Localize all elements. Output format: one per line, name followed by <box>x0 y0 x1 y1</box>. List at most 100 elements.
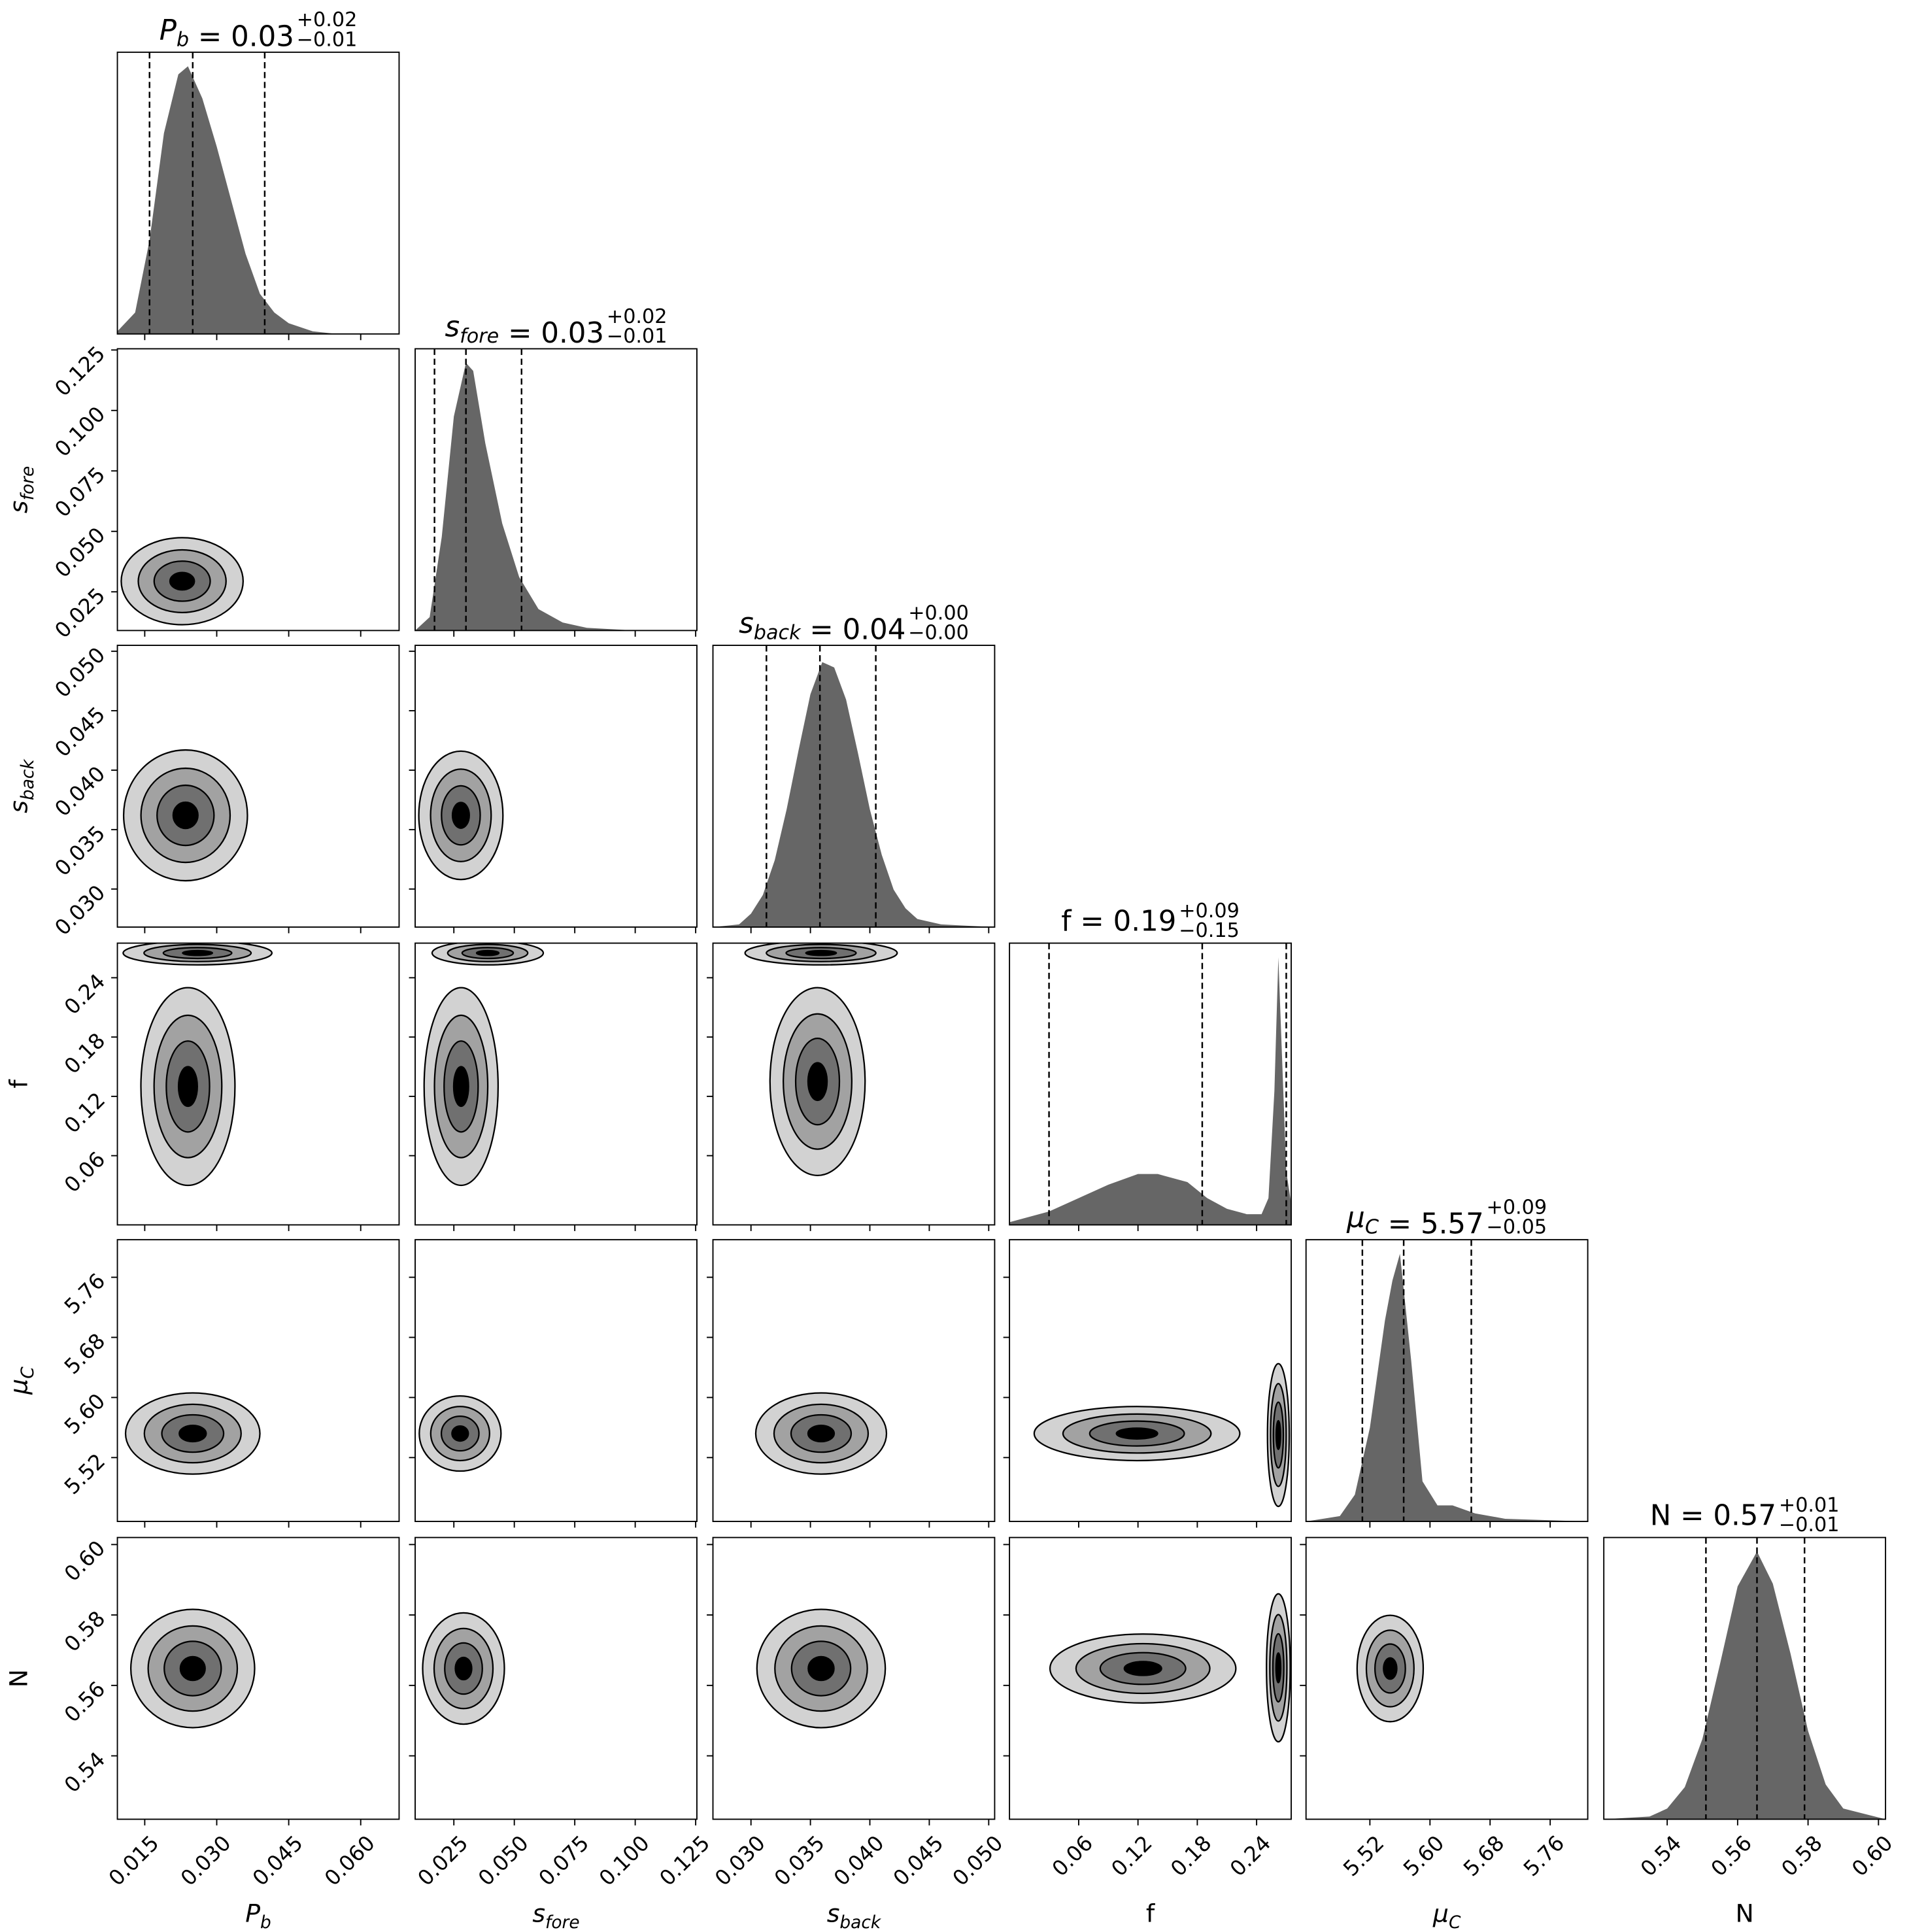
contour-level-4 <box>179 1655 206 1682</box>
plot-area <box>1033 1363 1291 1508</box>
title-value: 0.19 <box>1113 906 1177 938</box>
y-tick-label: 5.68 <box>59 1329 110 1379</box>
x-tick-label: 0.58 <box>1776 1831 1827 1881</box>
y-tick-label: 0.030 <box>50 880 110 940</box>
y-axis-label-N: N <box>5 1669 33 1687</box>
contour-level-4 <box>451 802 470 829</box>
contour-level-4 <box>452 1066 469 1108</box>
x-axis-label-f: f <box>1146 1899 1156 1927</box>
x-tick-label: 0.125 <box>654 1831 715 1891</box>
title-symbol: f <box>1061 906 1072 938</box>
x-axis-label-Pb-subscript: b <box>260 1912 271 1932</box>
plot-area <box>415 348 697 631</box>
contour-level-4 <box>805 949 837 957</box>
x-axis-label-muC: μC <box>1432 1899 1461 1932</box>
y-tick-label: 0.075 <box>50 462 110 522</box>
panel-sfore-vs-N: 0.025 0.050 0.075 0.100 0.125 <box>409 1536 715 1891</box>
x-axis-label-sback-symbol: s <box>827 1899 840 1927</box>
panel-Pb-vs-muC: 5.52 5.60 5.68 5.76 <box>59 1239 400 1528</box>
title-muC: μC = 5.57+0.09−0.05 <box>1346 1196 1547 1240</box>
title-upper-error: +0.01 <box>1779 1494 1840 1517</box>
contour-level-4 <box>1275 1652 1282 1684</box>
x-tick-label: 0.040 <box>829 1831 889 1891</box>
y-axis-label-N-symbol: N <box>5 1669 33 1687</box>
title-symbol: s <box>445 311 460 344</box>
panel-Pb-vs-f: 0.06 0.12 0.18 0.24 <box>59 942 400 1231</box>
contour-level-4 <box>1115 1427 1158 1440</box>
x-axis-label-f-symbol: f <box>1146 1899 1156 1927</box>
plot-area <box>1049 1593 1291 1743</box>
title-f: f = 0.19 +0.09−0.15 <box>1061 900 1240 942</box>
panel-sback-vs-muC <box>707 1239 996 1528</box>
y-tick-label: 0.035 <box>50 821 110 881</box>
x-tick-label: 0.050 <box>948 1831 1008 1891</box>
plot-area <box>418 750 504 881</box>
x-axis-label-sfore: sfore <box>532 1899 579 1932</box>
title-upper-error: +0.00 <box>908 602 969 624</box>
contour-level-4 <box>178 1425 207 1443</box>
plot-area <box>422 1612 505 1725</box>
plot-area <box>754 1392 888 1475</box>
x-axis-label-Pb-symbol: P <box>245 1899 260 1927</box>
title-lower-error: −0.00 <box>908 622 969 645</box>
panel-f-vs-N: 0.06 0.12 0.18 0.24 <box>1003 1536 1292 1881</box>
title-equals: = <box>189 20 231 53</box>
histogram-fill <box>1306 1253 1588 1522</box>
marginal-panel-f: f = 0.19 +0.09−0.15 <box>1009 900 1292 1231</box>
x-axis-label-N: N <box>1736 1899 1754 1927</box>
panel-Pb-vs-N: 0.015 0.030 0.045 0.060 0.54 0.56 0.58 0.60 <box>59 1536 400 1891</box>
panel-frame <box>1009 942 1292 1226</box>
title-lower-error: −0.01 <box>607 325 667 348</box>
panel-frame <box>1603 1536 1887 1820</box>
panel-frame <box>414 348 698 632</box>
marginal-panel-muC: μC = 5.57+0.09−0.05 <box>1305 1196 1589 1528</box>
title-sback: sback = 0.04+0.00−0.00 <box>739 602 969 646</box>
x-tick-label: 0.060 <box>320 1831 380 1891</box>
title-lower-error: −0.05 <box>1487 1216 1547 1239</box>
y-tick-label: 5.76 <box>59 1268 110 1319</box>
title-lower-error: −0.15 <box>1179 919 1240 942</box>
title-symbol: N <box>1650 1500 1672 1533</box>
contour-level-4 <box>172 801 199 830</box>
panel-frame <box>414 1536 698 1820</box>
x-axis-label-sback: sback <box>827 1899 882 1932</box>
x-tick-label: 5.60 <box>1398 1831 1449 1881</box>
plot-area <box>1604 1537 1886 1820</box>
x-tick-label: 0.045 <box>248 1831 308 1891</box>
y-tick-label: 0.040 <box>50 761 110 821</box>
title-equals: = <box>1072 906 1113 938</box>
y-tick-label: 0.050 <box>50 522 110 583</box>
plot-area <box>1009 943 1292 1225</box>
y-tick-label: 5.52 <box>59 1449 110 1499</box>
panel-frame <box>1009 1239 1292 1522</box>
y-tick-label: 0.60 <box>59 1536 110 1586</box>
title-main: Pb = 0.03 <box>160 14 294 53</box>
title-upper-error: +0.02 <box>607 305 667 328</box>
title-equals: = <box>1671 1500 1713 1533</box>
panel-frame <box>116 1239 400 1522</box>
x-tick-label: 0.06 <box>1047 1831 1098 1881</box>
y-axis-label-sback: sback <box>5 758 38 813</box>
marginal-panel-Pb: Pb = 0.03+0.02−0.01 <box>116 8 400 341</box>
panel-f-vs-muC <box>1003 1239 1292 1528</box>
panel-frame <box>712 1239 996 1522</box>
title-main: sback = 0.04 <box>739 607 905 646</box>
histogram-fill <box>713 662 995 927</box>
title-symbol: P <box>160 14 177 47</box>
title-equals: = <box>1379 1208 1421 1241</box>
y-tick-label: 0.025 <box>50 583 110 643</box>
panel-frame <box>116 1536 400 1820</box>
y-axis-label-sback-subscript: back <box>18 758 38 801</box>
title-subscript: b <box>177 28 189 51</box>
x-axis-label-Pb: Pb <box>245 1899 271 1932</box>
title-upper-error: +0.09 <box>1487 1196 1547 1219</box>
histogram-fill <box>415 363 697 631</box>
y-tick-label: 0.18 <box>59 1028 110 1079</box>
marginal-panel-sback: sback = 0.04+0.00−0.00 <box>712 602 996 934</box>
panel-sfore-vs-sback <box>409 645 698 934</box>
panel-frame <box>712 1536 996 1820</box>
plot-area <box>756 1608 887 1729</box>
contour-level-4 <box>475 949 500 957</box>
title-sfore: sfore = 0.03+0.02−0.01 <box>445 305 667 350</box>
y-axis-label-muC-symbol: μ <box>5 1379 33 1395</box>
